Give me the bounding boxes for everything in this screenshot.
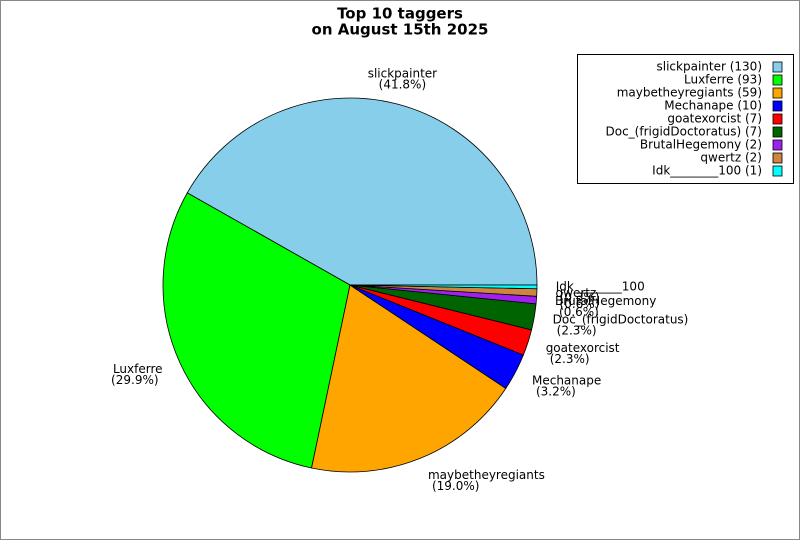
slice-percent: (2.3%) — [557, 324, 597, 338]
legend-label: qwertz (2) — [700, 151, 762, 165]
legend-box — [577, 54, 794, 184]
slice-percent: (0.6%) — [560, 297, 600, 311]
legend-label: Luxferre (93) — [684, 73, 762, 87]
chart-title: on August 15th 2025 — [312, 21, 489, 39]
slice-label: BrutalHegemony — [555, 294, 656, 308]
slice-percent: (41.8%) — [379, 78, 426, 92]
legend-label: Mechanape (10) — [664, 99, 762, 113]
slice-percent: (3.2%) — [536, 384, 576, 398]
slice-label: goatexorcist — [546, 341, 620, 355]
legend-label: Idk________100 (1) — [652, 164, 762, 178]
slice-label: Luxferre — [113, 362, 163, 376]
legend-swatch — [772, 113, 783, 125]
chart-title: Top 10 taggers — [337, 5, 463, 23]
legend-swatch — [772, 100, 783, 112]
legend-label: maybetheyregiants (59) — [617, 86, 762, 100]
pie-slice — [186, 97, 538, 286]
legend-swatch — [772, 74, 783, 86]
slice-label: slickpainter — [368, 67, 437, 81]
slice-label: Idk________100 — [556, 280, 645, 294]
legend-label: Doc_(frigidDoctoratus) (7) — [606, 125, 763, 139]
legend-swatch — [772, 126, 783, 138]
pie-slice — [311, 284, 507, 473]
slice-label: qwertz — [556, 286, 597, 300]
legend-swatch — [772, 139, 783, 151]
legend-swatch — [772, 165, 783, 177]
legend-swatch — [772, 87, 783, 99]
slice-percent: (0.3%) — [560, 291, 600, 305]
legend-label: slickpainter (130) — [657, 60, 762, 74]
pie-slice — [349, 284, 538, 290]
slice-label: Doc_(frigidDoctoratus) — [553, 313, 689, 327]
slice-label: Mechanape — [532, 373, 601, 387]
pie-slice — [162, 192, 351, 469]
slice-percent: (29.9%) — [111, 373, 158, 387]
legend-swatch — [772, 61, 783, 73]
slice-percent: (0.6%) — [559, 305, 599, 319]
legend-label: BrutalHegemony (2) — [640, 138, 762, 152]
legend-label: goatexorcist (7) — [667, 112, 762, 126]
slice-percent: (2.3%) — [550, 352, 590, 366]
legend-swatch — [772, 152, 783, 164]
slice-label: maybetheyregiants — [428, 468, 545, 482]
slice-percent: (19.0%) — [432, 479, 479, 493]
